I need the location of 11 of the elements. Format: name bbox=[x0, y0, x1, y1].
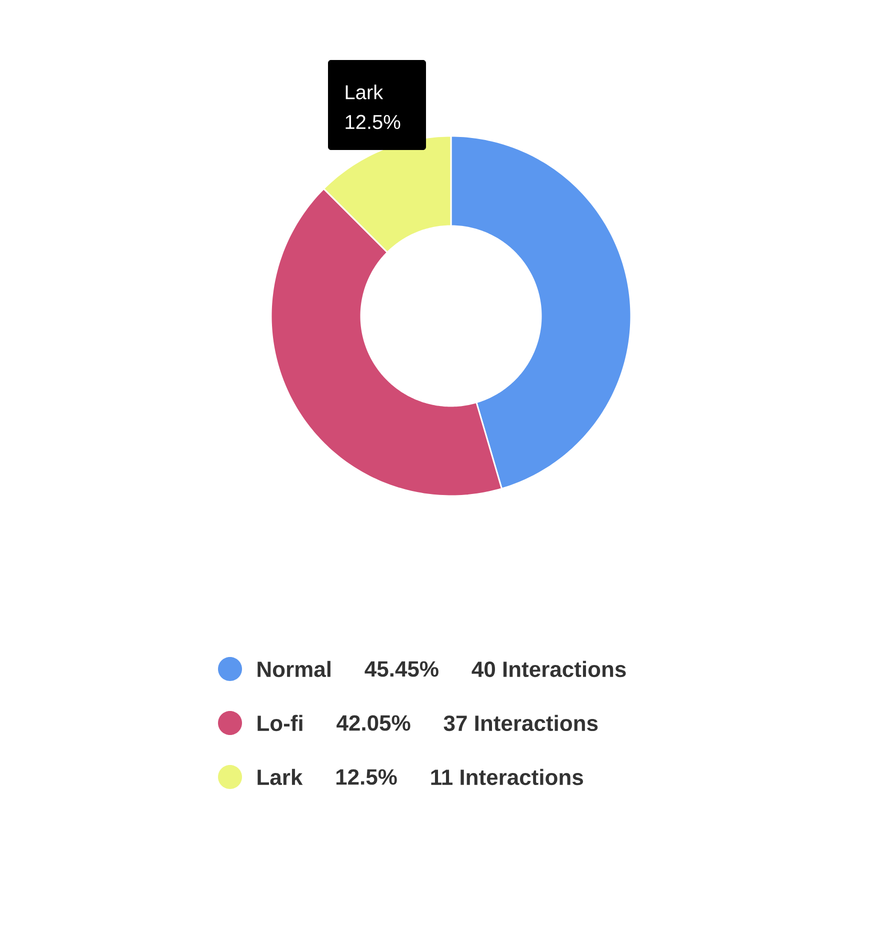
text: 11 Interactions bbox=[431, 768, 583, 786]
text: 12.5% bbox=[346, 114, 400, 130]
data-label: 12.5% bbox=[336, 769, 397, 785]
legend-label: Normal bbox=[258, 660, 330, 678]
data-label: 45.45% bbox=[364, 661, 438, 677]
legend-label: Lo-fi bbox=[258, 714, 302, 732]
data-label: 42.05% bbox=[336, 715, 410, 731]
text: 40 Interactions bbox=[472, 660, 626, 678]
text: Lark bbox=[346, 84, 384, 100]
text: 37 Interactions bbox=[444, 714, 598, 732]
legend-label: Lark bbox=[258, 768, 303, 786]
